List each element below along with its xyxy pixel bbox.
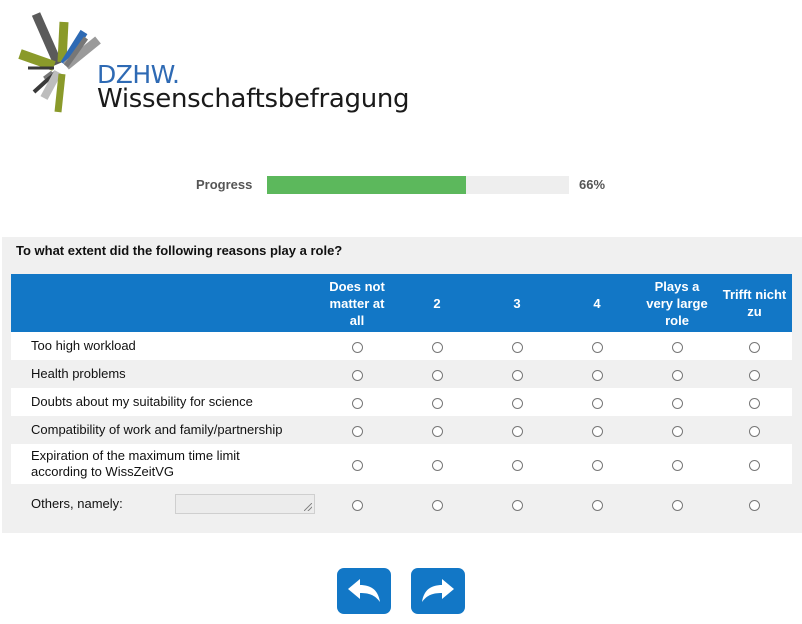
column-header: Trifft nicht zu — [717, 274, 792, 332]
radio-button[interactable] — [749, 397, 760, 409]
column-header: 4 — [557, 274, 637, 332]
forward-arrow-icon — [422, 579, 454, 602]
radio-button[interactable] — [431, 369, 443, 381]
radio-button[interactable] — [671, 425, 683, 437]
progress-bar-fill — [267, 176, 467, 194]
radio-button[interactable] — [431, 397, 443, 409]
radio-button[interactable] — [351, 459, 363, 471]
radio-button[interactable] — [431, 459, 443, 471]
radio-button[interactable] — [511, 397, 523, 409]
radio-button[interactable] — [351, 397, 363, 409]
column-header: 3 — [477, 274, 557, 332]
radio-button[interactable] — [671, 397, 683, 409]
radio-button[interactable] — [749, 459, 760, 471]
radio-button[interactable] — [351, 341, 363, 353]
question-panel: To what extent did the following reasons… — [2, 237, 802, 533]
dzhw-logo: DZHW. Wissenschaftsbefragung — [14, 8, 410, 118]
dzhw-starburst-logo — [18, 12, 101, 113]
progress-value: 66% — [579, 177, 606, 192]
radio-button[interactable] — [511, 341, 523, 353]
row-label: Doubts about my suitability for science — [11, 388, 317, 416]
table-row: Doubts about my suitability for science — [11, 388, 792, 416]
next-button[interactable] — [411, 568, 465, 614]
column-header: 2 — [397, 274, 477, 332]
row-label: Expiration of the maximum time limit acc… — [11, 444, 317, 484]
brand-name: DZHW. — [97, 60, 180, 89]
table-row: Others, namely: — [11, 484, 792, 524]
radio-button[interactable] — [671, 499, 683, 511]
radio-button[interactable] — [351, 425, 363, 437]
table-row: Health problems — [11, 360, 792, 388]
other-text-input[interactable] — [175, 494, 315, 514]
radio-button[interactable] — [671, 369, 683, 381]
radio-button[interactable] — [591, 499, 603, 511]
radio-button[interactable] — [591, 397, 603, 409]
radio-button[interactable] — [591, 341, 603, 353]
resize-grip-icon[interactable] — [304, 503, 312, 511]
radio-button[interactable] — [749, 369, 760, 381]
radio-button[interactable] — [749, 499, 760, 511]
table-row: Too high workload — [11, 332, 792, 360]
back-button[interactable] — [337, 568, 391, 614]
other-label: Others, namely: — [31, 496, 123, 511]
radio-button[interactable] — [749, 425, 760, 437]
column-header: Plays a very large role — [637, 274, 717, 332]
radio-button[interactable] — [591, 459, 603, 471]
radio-button[interactable] — [431, 425, 443, 437]
rating-matrix: Does not matter at all 2 3 4 Plays a ver… — [11, 274, 792, 524]
radio-button[interactable] — [431, 499, 443, 511]
row-label: Health problems — [11, 360, 317, 388]
column-header: Does not matter at all — [317, 274, 397, 332]
question-text: To what extent did the following reasons… — [16, 243, 343, 258]
table-row: Expiration of the maximum time limit acc… — [11, 444, 792, 484]
radio-button[interactable] — [351, 369, 363, 381]
radio-button[interactable] — [511, 369, 523, 381]
radio-button[interactable] — [511, 459, 523, 471]
progress-bar — [267, 176, 569, 194]
radio-button[interactable] — [591, 369, 603, 381]
other-row-cell: Others, namely: — [11, 484, 317, 524]
progress-label: Progress — [196, 177, 253, 192]
row-label: Too high workload — [11, 332, 317, 360]
radio-button[interactable] — [431, 341, 443, 353]
radio-button[interactable] — [591, 425, 603, 437]
radio-button[interactable] — [511, 499, 523, 511]
matrix-header-empty — [11, 274, 317, 332]
radio-button[interactable] — [351, 499, 363, 511]
row-label: Compatibility of work and family/partner… — [11, 416, 317, 444]
matrix-header-row: Does not matter at all 2 3 4 Plays a ver… — [11, 274, 792, 332]
radio-button[interactable] — [749, 341, 760, 353]
brand-subtitle: Wissenschaftsbefragung — [97, 84, 410, 114]
table-row: Compatibility of work and family/partner… — [11, 416, 792, 444]
radio-button[interactable] — [671, 341, 683, 353]
radio-button[interactable] — [671, 459, 683, 471]
radio-button[interactable] — [511, 425, 523, 437]
back-arrow-icon — [348, 579, 380, 602]
